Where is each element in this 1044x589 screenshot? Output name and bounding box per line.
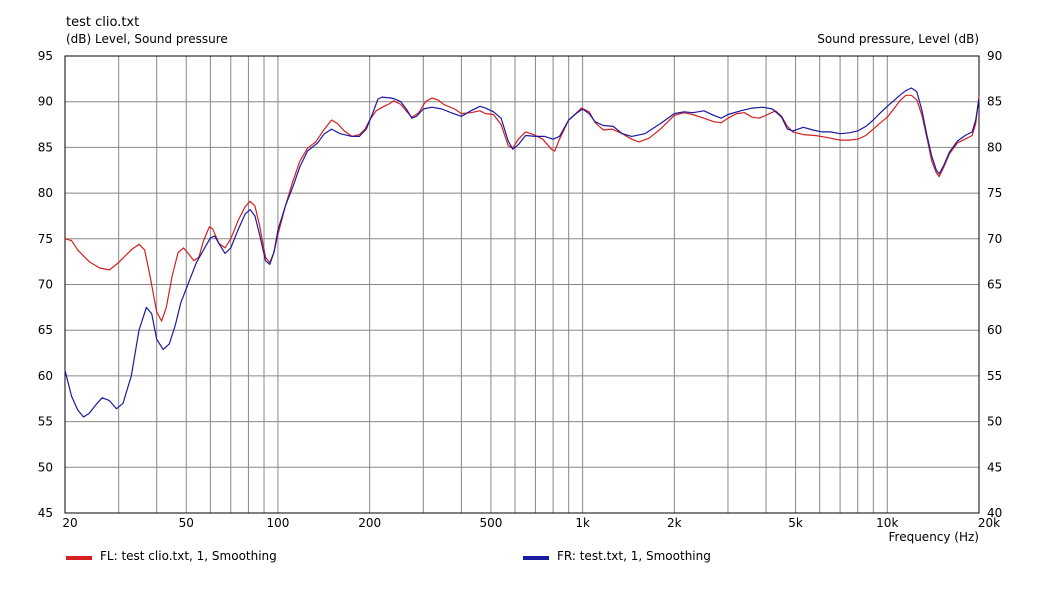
y-tick-label-right: 40: [987, 506, 1002, 520]
y-tick-label-right: 50: [987, 415, 1002, 429]
x-tick-label: 50: [179, 516, 194, 530]
y-tick-label-right: 80: [987, 140, 1002, 154]
y-tick-label-right: 60: [987, 323, 1002, 337]
x-tick-label: 2k: [667, 516, 682, 530]
legend-swatch-fl: [66, 556, 92, 560]
y-tick-label-right: 55: [987, 369, 1002, 383]
y-tick-label-right: 45: [987, 460, 1002, 474]
x-tick-label: 5k: [788, 516, 803, 530]
y-tick-label-left: 65: [38, 323, 53, 337]
x-ticks: 20 50 100 200 500 1k 2k 5k 10k 20k: [62, 516, 1000, 530]
chart-title: test clio.txt: [66, 15, 139, 30]
plot-frame: [64, 55, 980, 514]
left-axis-label: (dB) Level, Sound pressure: [66, 32, 228, 46]
right-y-ticks: 40 45 50 55 60 65 70 75 80 85 90: [987, 49, 1002, 520]
x-tick-label: 100: [266, 516, 289, 530]
y-tick-label-left: 70: [38, 278, 53, 292]
y-tick-label-left: 55: [38, 415, 53, 429]
y-tick-label-right: 75: [987, 186, 1002, 200]
y-tick-label-left: 60: [38, 369, 53, 383]
right-axis-label: Sound pressure, Level (dB): [817, 32, 979, 46]
y-tick-label-left: 80: [38, 186, 53, 200]
left-y-ticks: 45 50 55 60 65 70 75 80 85 90 95: [38, 49, 53, 520]
x-axis-label: Frequency (Hz): [889, 530, 980, 544]
y-tick-label-right: 85: [987, 95, 1002, 109]
y-tick-label-left: 85: [38, 140, 53, 154]
y-tick-label-right: 70: [987, 232, 1002, 246]
series-line-fr: [64, 87, 980, 418]
x-tick-label: 20k: [978, 516, 1000, 530]
x-tick-label: 500: [479, 516, 502, 530]
grid-lines: [65, 56, 979, 513]
series-line-fl: [64, 94, 980, 322]
legend-label-fl: FL: test clio.txt, 1, Smoothing: [100, 549, 277, 563]
x-tick-label: 200: [358, 516, 381, 530]
y-tick-label-right: 90: [987, 49, 1002, 63]
legend-swatch-fr: [523, 556, 549, 560]
y-tick-label-left: 90: [38, 95, 53, 109]
legend: FL: test clio.txt, 1, Smoothing FR: test…: [66, 549, 711, 563]
y-tick-label-left: 95: [38, 49, 53, 63]
x-tick-label: 10k: [876, 516, 898, 530]
y-tick-label-right: 65: [987, 278, 1002, 292]
y-tick-label-left: 50: [38, 460, 53, 474]
y-tick-label-left: 45: [38, 506, 53, 520]
series-lines: [64, 87, 980, 418]
x-tick-label: 20: [62, 516, 77, 530]
y-tick-label-left: 75: [38, 232, 53, 246]
legend-label-fr: FR: test.txt, 1, Smoothing: [557, 549, 711, 563]
x-tick-label: 1k: [575, 516, 590, 530]
